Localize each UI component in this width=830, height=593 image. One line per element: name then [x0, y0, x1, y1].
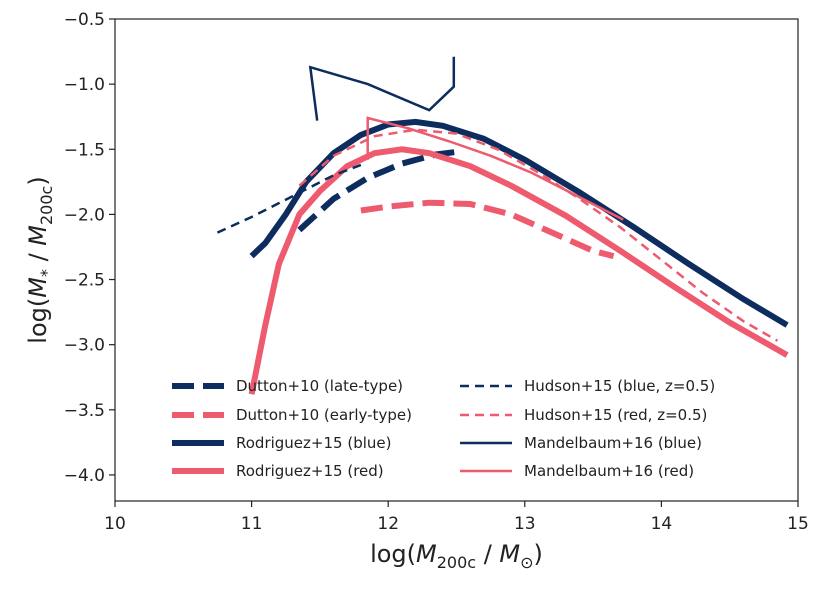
- y-tick-label: −1.5: [64, 140, 105, 160]
- legend-label: Rodriguez+15 (red): [236, 462, 384, 480]
- y-tick-label: −2.5: [64, 271, 105, 291]
- series-line-6: [298, 128, 779, 342]
- series-line-2: [360, 199, 615, 260]
- x-tick-label: 15: [787, 514, 809, 534]
- legend-label: Dutton+10 (late-type): [236, 377, 403, 395]
- y-tick-label: −0.5: [64, 10, 105, 30]
- x-tick-label: 11: [241, 514, 263, 534]
- legend-label: Rodriguez+15 (blue): [236, 434, 391, 452]
- series-line-8: [366, 116, 624, 221]
- x-tick-label: 10: [104, 514, 126, 534]
- legend: Dutton+10 (late-type) Hudson+15 (blue, z=…: [172, 377, 715, 480]
- legend-label: Mandelbaum+16 (blue): [524, 434, 702, 452]
- legend-label: Dutton+10 (early-type): [236, 406, 412, 424]
- y-tick-label: −4.0: [64, 466, 105, 486]
- series-line-3: [249, 118, 789, 328]
- series-line-5: [216, 163, 362, 234]
- x-tick-label: 12: [377, 514, 399, 534]
- axis-ticks: 10 11 12 13 14 15 −0.5 −1.0 −1.5 −2.0 −2.5 −3.0 −3.5…: [64, 10, 809, 534]
- y-tick-label: −2.0: [64, 205, 105, 225]
- y-tick-label: −3.5: [64, 401, 105, 421]
- legend-label: Hudson+15 (red, z=0.5): [524, 406, 707, 424]
- series-line-7: [308, 56, 456, 121]
- legend-label: Mandelbaum+16 (red): [524, 462, 694, 480]
- plot-area: [216, 56, 789, 395]
- x-tick-label: 14: [651, 514, 673, 534]
- x-axis-label: log(M200c / M⊙): [370, 540, 543, 572]
- y-tick-label: −1.0: [64, 75, 105, 95]
- plot-frame: [114, 18, 799, 502]
- y-axis-label: log(M* / M200c): [24, 176, 56, 343]
- series-line-4: [248, 146, 789, 395]
- x-tick-label: 13: [514, 514, 536, 534]
- legend-label: Hudson+15 (blue, z=0.5): [524, 377, 715, 395]
- y-tick-label: −3.0: [64, 336, 105, 356]
